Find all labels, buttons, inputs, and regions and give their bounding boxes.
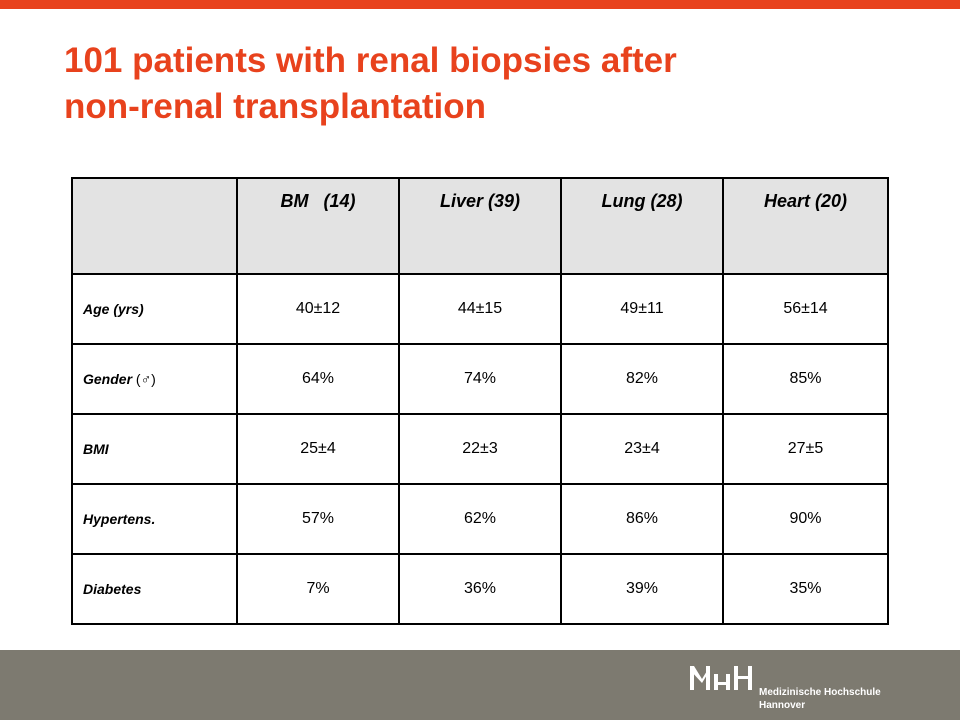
mhh-logo-mark-icon <box>690 666 752 690</box>
table-cell: 86% <box>560 483 724 555</box>
table-cell: 90% <box>722 483 889 555</box>
logo-text: Medizinische Hochschule Hannover <box>759 686 881 712</box>
table-row-diabetes: Diabetes 7% 36% 39% 35% <box>71 553 889 625</box>
mhh-logo: Medizinische Hochschule Hannover <box>690 662 890 712</box>
table-cell: 36% <box>398 553 562 625</box>
header-lung: Lung (28) <box>560 177 724 275</box>
table-cell: 35% <box>722 553 889 625</box>
table-cell: 25±4 <box>236 413 400 485</box>
table-cell: 74% <box>398 343 562 415</box>
table-cell: 39% <box>560 553 724 625</box>
table-row-gender: Gender (♂) 64% 74% 82% 85% <box>71 343 889 415</box>
row-label-gender-text: Gender <box>83 371 136 387</box>
table-cell: 40±12 <box>236 273 400 345</box>
table-cell: 44±15 <box>398 273 562 345</box>
male-symbol: (♂) <box>135 371 156 387</box>
logo-line-2: Hannover <box>759 700 806 711</box>
row-label-diabetes: Diabetes <box>71 553 238 625</box>
slide-title-line-2: non-renal transplantation <box>64 87 486 126</box>
logo-line-1: Medizinische Hochschule <box>759 687 881 698</box>
table-cell: 49±11 <box>560 273 724 345</box>
table-cell: 62% <box>398 483 562 555</box>
table-cell: 27±5 <box>722 413 889 485</box>
header-liver: Liver (39) <box>398 177 562 275</box>
patient-characteristics-table: BM (14) Liver (39) Lung (28) Heart (20) … <box>71 177 889 625</box>
row-label-age: Age (yrs) <box>71 273 238 345</box>
table-row-hypertension: Hypertens. 57% 62% 86% 90% <box>71 483 889 555</box>
row-label-bmi: BMI <box>71 413 238 485</box>
top-accent-bar <box>0 0 960 9</box>
table-row-age: Age (yrs) 40±12 44±15 49±11 56±14 <box>71 273 889 345</box>
table-header-row: BM (14) Liver (39) Lung (28) Heart (20) <box>71 177 889 275</box>
table-cell: 64% <box>236 343 400 415</box>
slide-title: 101 patients with renal biopsies after n… <box>64 38 924 130</box>
table-row-bmi: BMI 25±4 22±3 23±4 27±5 <box>71 413 889 485</box>
table-cell: 22±3 <box>398 413 562 485</box>
table-cell: 85% <box>722 343 889 415</box>
slide-title-line-1: 101 patients with renal biopsies after <box>64 41 677 80</box>
table-cell: 7% <box>236 553 400 625</box>
table-cell: 82% <box>560 343 724 415</box>
table-cell: 23±4 <box>560 413 724 485</box>
header-bm: BM (14) <box>236 177 400 275</box>
header-heart: Heart (20) <box>722 177 889 275</box>
header-empty-cell <box>71 177 238 275</box>
footer-bar <box>0 650 960 720</box>
row-label-gender: Gender (♂) <box>71 343 238 415</box>
row-label-hypertension: Hypertens. <box>71 483 238 555</box>
table-cell: 57% <box>236 483 400 555</box>
table-cell: 56±14 <box>722 273 889 345</box>
